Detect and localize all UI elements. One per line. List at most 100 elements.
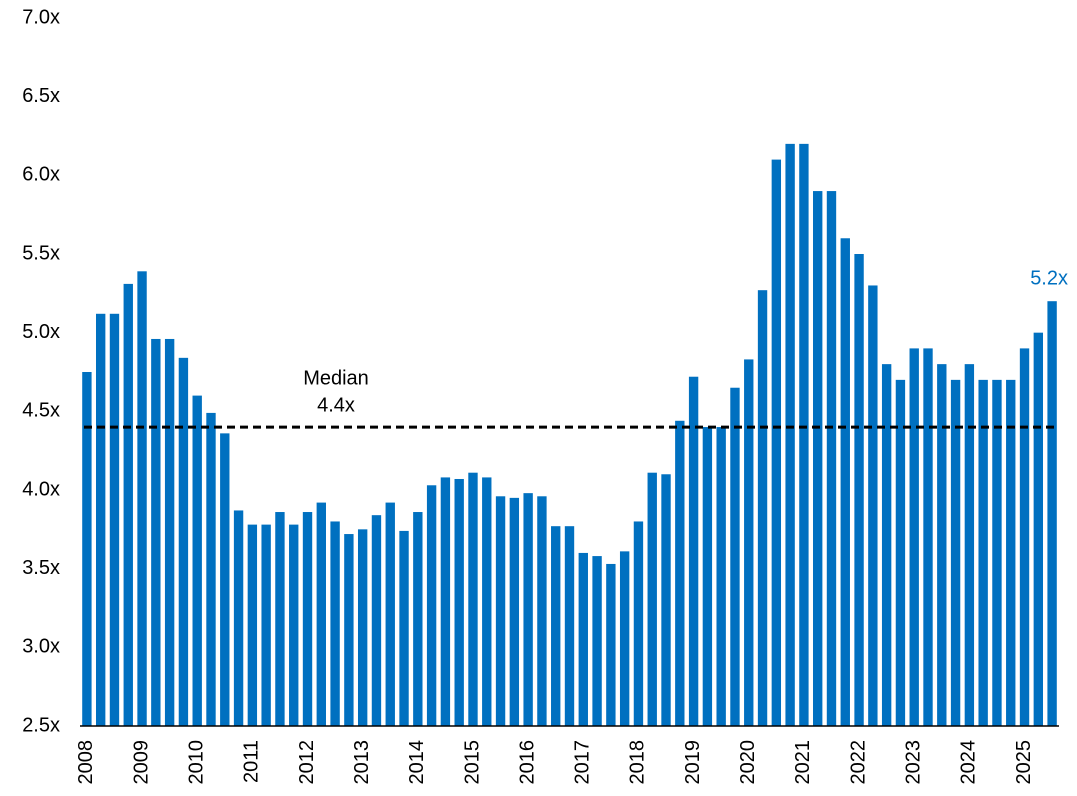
bar [564, 526, 575, 726]
bar [757, 290, 768, 726]
x-tick-label: 2023 [902, 740, 924, 785]
bar [495, 496, 506, 726]
bar [468, 472, 478, 726]
x-tick-label: 2012 [296, 740, 318, 785]
bar [813, 191, 823, 727]
y-tick-label: 4.5x [22, 400, 60, 422]
x-tick-label: 2024 [958, 740, 980, 785]
bar [826, 191, 837, 727]
bar [702, 427, 713, 726]
bar [399, 530, 409, 726]
bar [785, 143, 795, 726]
x-tick-label: 2013 [351, 740, 373, 785]
bar [895, 379, 906, 726]
x-tick-label: 2018 [627, 740, 649, 785]
x-tick-label: 2015 [461, 740, 483, 785]
bar [909, 348, 919, 726]
bar [881, 364, 892, 726]
bar [1019, 348, 1030, 726]
bar [537, 496, 547, 726]
bar [647, 472, 657, 726]
bar [854, 254, 864, 726]
x-tick-label: 2016 [516, 740, 538, 785]
bar [923, 348, 933, 726]
bar [357, 529, 368, 726]
bar [978, 379, 988, 726]
bar [730, 387, 740, 726]
x-tick-label: 2022 [847, 740, 869, 785]
bar [688, 376, 699, 726]
bar [771, 159, 782, 727]
bar [371, 515, 382, 726]
bar [509, 497, 520, 726]
bar [151, 338, 161, 726]
bar [261, 524, 271, 726]
bar [1033, 332, 1044, 726]
y-tick-label: 6.5x [22, 85, 60, 107]
bar [344, 534, 354, 726]
y-tick-label: 5.0x [22, 321, 60, 343]
x-tick-label: 2014 [406, 740, 428, 785]
bar [675, 420, 685, 726]
bar [1047, 301, 1057, 726]
bar [1006, 379, 1016, 726]
median-label: Median [303, 367, 369, 389]
bar [206, 412, 216, 726]
value-label: 5.2x [1030, 267, 1068, 289]
bar [440, 477, 451, 726]
bar [964, 364, 975, 726]
bar [289, 524, 299, 726]
bar [123, 283, 133, 726]
y-tick-label: 6.0x [22, 164, 60, 186]
bar [164, 338, 175, 726]
bar [716, 427, 726, 726]
y-tick-label: 5.5x [22, 242, 60, 264]
bar [840, 238, 850, 726]
bar [799, 143, 809, 726]
x-tick-label: 2020 [737, 740, 759, 785]
bar [426, 485, 437, 726]
bar [302, 512, 313, 726]
bar [950, 379, 961, 726]
x-tick-label: 2010 [185, 740, 207, 785]
bar [220, 433, 230, 726]
y-tick-label: 7.0x [22, 6, 60, 28]
bar [95, 313, 106, 726]
y-tick-label: 4.0x [22, 478, 60, 500]
bar [868, 285, 878, 726]
bar [578, 552, 588, 726]
bar [633, 521, 644, 726]
x-tick-label: 2019 [682, 740, 704, 785]
x-tick-label: 2008 [75, 740, 97, 785]
bar [413, 512, 423, 726]
bar [82, 372, 92, 726]
bar [551, 526, 561, 726]
bar [192, 395, 202, 726]
bar [275, 512, 285, 726]
bar [523, 493, 533, 726]
bar [247, 524, 258, 726]
x-tick-label: 2025 [1013, 740, 1035, 785]
bar [937, 364, 947, 726]
bar [316, 502, 326, 726]
bar [137, 271, 147, 726]
bar [992, 379, 1002, 726]
bar [606, 563, 616, 726]
y-tick-label: 3.0x [22, 636, 60, 658]
x-tick-label: 2021 [792, 740, 814, 785]
bar [482, 477, 492, 726]
x-tick-label: 2009 [130, 740, 152, 785]
bar [744, 359, 754, 726]
bar [619, 551, 630, 726]
bar [330, 521, 340, 726]
x-tick-label: 2017 [572, 740, 594, 785]
bar [661, 474, 671, 726]
bar [385, 502, 395, 726]
bar [592, 556, 602, 726]
x-tick-label: 2011 [241, 740, 263, 783]
y-tick-label: 2.5x [22, 714, 60, 736]
y-tick-label: 3.5x [22, 557, 60, 579]
median-value-label: 4.4x [317, 394, 355, 416]
bar [178, 357, 189, 726]
